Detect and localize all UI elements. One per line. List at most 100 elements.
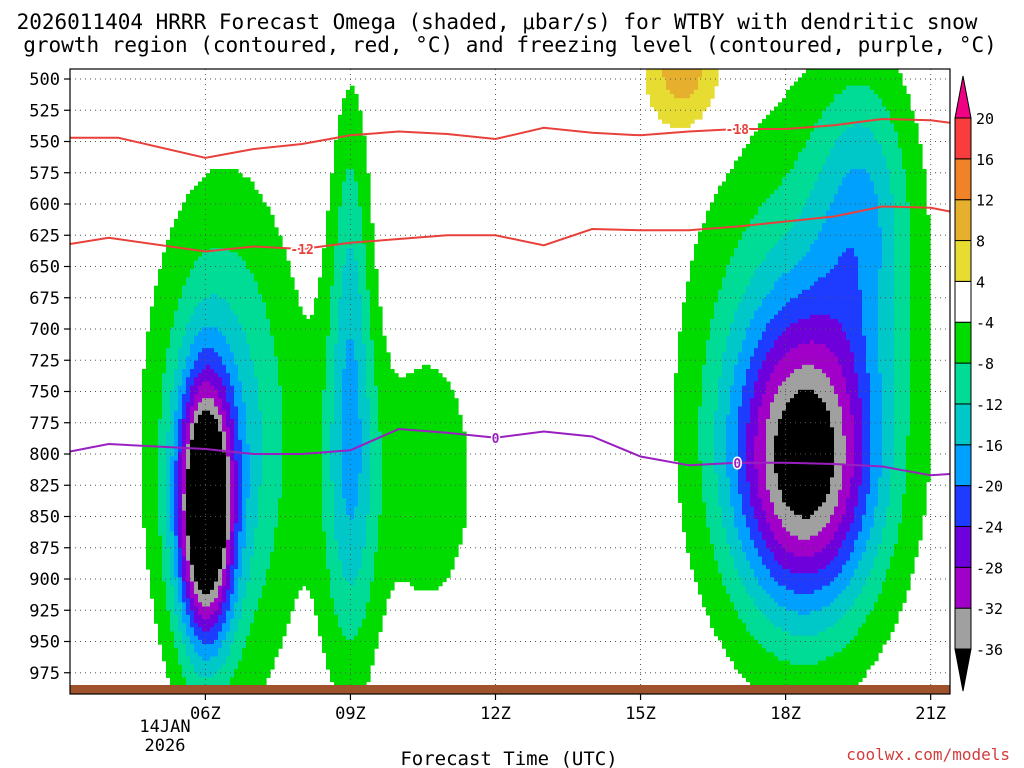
- omega-cell: [190, 189, 259, 195]
- omega-cell: [374, 564, 455, 570]
- omega-cell: [718, 564, 735, 570]
- omega-cell: [846, 248, 855, 253]
- omega-cell: [770, 594, 839, 599]
- omega-cell: [322, 256, 335, 262]
- omega-cell: [766, 427, 779, 433]
- omega-cell: [778, 431, 835, 437]
- omega-cell: [170, 331, 187, 337]
- omega-cell: [358, 185, 371, 191]
- y-tick-label: 725: [29, 351, 60, 371]
- omega-cell: [742, 498, 751, 503]
- omega-cell: [274, 348, 327, 353]
- omega-cell: [890, 181, 907, 187]
- omega-cell: [862, 314, 879, 320]
- omega-cell: [366, 344, 375, 349]
- omega-cell: [198, 585, 215, 591]
- omega-cell: [826, 523, 839, 528]
- omega-cell: [858, 256, 883, 262]
- omega-cell: [366, 281, 379, 287]
- omega-cell: [266, 573, 331, 578]
- omega-cell: [154, 302, 179, 308]
- omega-cell: [818, 660, 875, 666]
- omega-cell: [242, 477, 251, 483]
- x-tick-label: 06Z: [190, 704, 221, 724]
- omega-cell: [742, 152, 799, 158]
- omega-cell: [382, 452, 467, 458]
- omega-cell: [226, 577, 231, 583]
- omega-cell: [774, 510, 795, 516]
- omega-cell: [718, 481, 731, 487]
- omega-cell: [746, 452, 755, 458]
- omega-cell: [230, 548, 235, 553]
- omega-cell: [182, 523, 187, 528]
- omega-cell: [762, 202, 807, 208]
- omega-cell: [774, 556, 835, 562]
- omega-cell: [898, 523, 923, 528]
- omega-cell: [814, 589, 843, 595]
- omega-cell: [262, 460, 283, 466]
- omega-cell: [174, 556, 179, 562]
- omega-cell: [766, 539, 779, 545]
- omega-cell: [746, 427, 759, 433]
- omega-cell: [862, 410, 871, 416]
- omega-cell: [198, 402, 215, 408]
- omega-cell: [170, 339, 183, 345]
- omega-cell: [686, 285, 723, 291]
- omega-cell: [746, 556, 763, 562]
- omega-cell: [746, 377, 759, 383]
- omega-cell: [726, 585, 747, 591]
- omega-cell: [854, 364, 867, 370]
- omega-cell: [786, 548, 823, 553]
- omega-cell: [146, 360, 167, 366]
- omega-cell: [702, 369, 723, 374]
- omega-cell: [158, 481, 167, 487]
- omega-cell: [142, 473, 159, 478]
- omega-cell: [350, 85, 355, 91]
- omega-cell: [182, 544, 187, 549]
- omega-cell: [186, 564, 191, 570]
- omega-cell: [142, 510, 159, 516]
- omega-cell: [230, 502, 235, 508]
- omega-cell: [902, 498, 927, 503]
- omega-cell: [382, 464, 467, 470]
- omega-cell: [158, 281, 187, 287]
- omega-cell: [266, 310, 303, 316]
- omega-cell: [766, 452, 775, 458]
- omega-cell: [250, 569, 267, 574]
- omega-cell: [830, 481, 843, 487]
- omega-cell: [750, 489, 759, 495]
- omega-cell: [182, 477, 187, 483]
- omega-cell: [210, 381, 223, 387]
- omega-cell: [738, 473, 747, 478]
- omega-cell: [178, 623, 187, 628]
- omega-cell: [870, 469, 883, 474]
- omega-cell: [234, 398, 243, 403]
- omega-cell: [182, 423, 187, 428]
- colorbar-swatch: [954, 607, 972, 650]
- omega-cell: [750, 527, 759, 533]
- omega-cell: [758, 423, 767, 428]
- omega-cell: [750, 502, 763, 508]
- omega-cell: [186, 560, 191, 566]
- omega-cell: [226, 431, 231, 437]
- omega-cell: [834, 464, 843, 470]
- omega-cell: [278, 369, 327, 374]
- omega-cell: [842, 131, 875, 137]
- omega-cell: [382, 473, 467, 478]
- omega-cell: [234, 494, 239, 499]
- omega-cell: [162, 256, 199, 262]
- omega-cell: [870, 394, 883, 399]
- omega-cell: [190, 656, 203, 662]
- ground-band: [70, 685, 950, 694]
- colorbar-swatch: [954, 117, 972, 160]
- omega-cell: [782, 519, 831, 524]
- omega-cell: [870, 473, 883, 478]
- omega-cell: [646, 81, 667, 87]
- omega-cell: [258, 289, 299, 295]
- omega-cell: [382, 477, 467, 483]
- omega-cell: [162, 373, 175, 378]
- omega-cell: [382, 485, 467, 491]
- omega-cell: [226, 564, 231, 570]
- omega-cell: [798, 77, 903, 83]
- omega-cell: [194, 381, 203, 387]
